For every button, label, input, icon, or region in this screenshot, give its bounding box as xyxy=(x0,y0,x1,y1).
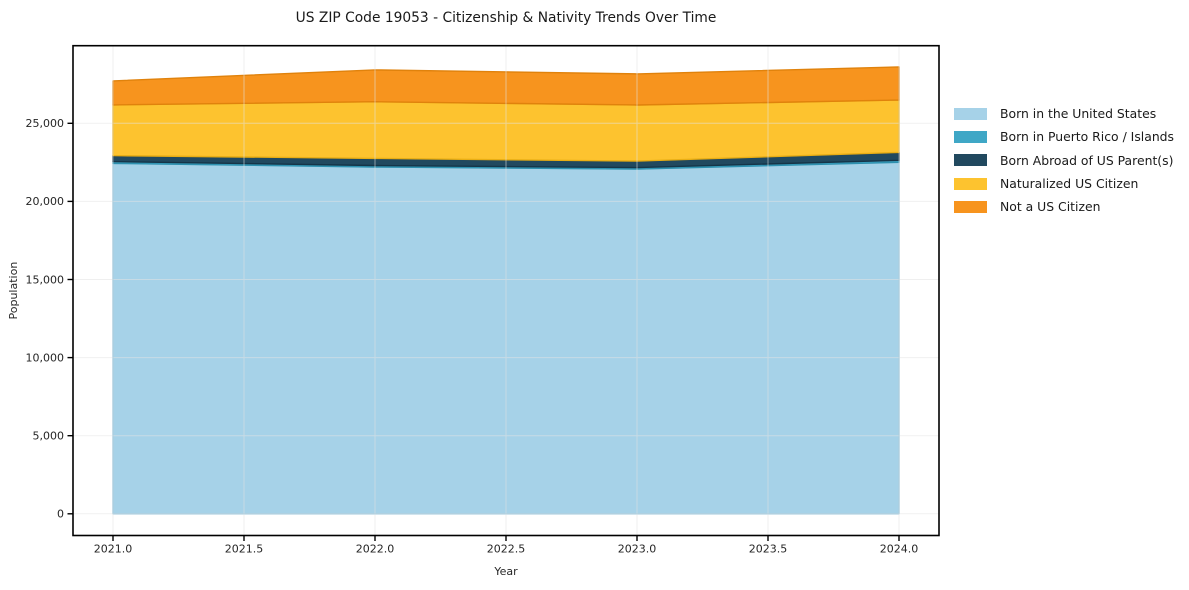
x-tick-label: 2022.5 xyxy=(487,543,526,556)
x-tick-label: 2024.0 xyxy=(880,543,919,556)
legend-swatch xyxy=(954,107,987,120)
x-axis-label: Year xyxy=(493,565,518,578)
legend-swatch xyxy=(954,154,987,167)
legend-swatch xyxy=(954,200,987,213)
legend: Born in the United States Born in Puerto … xyxy=(954,102,1174,218)
legend-item: Naturalized US Citizen xyxy=(954,172,1174,195)
legend-label: Naturalized US Citizen xyxy=(1000,176,1139,192)
gridlines xyxy=(73,45,939,536)
tick-marks xyxy=(67,122,900,541)
x-tick-label: 2022.0 xyxy=(356,543,395,556)
legend-item: Not a US Citizen xyxy=(954,195,1174,218)
legend-label: Born in the United States xyxy=(1000,106,1157,122)
legend-label: Born Abroad of US Parent(s) xyxy=(1000,152,1174,168)
y-tick-label: 10,000 xyxy=(26,351,65,364)
y-tick-label: 20,000 xyxy=(26,195,65,208)
x-tick-label: 2021.0 xyxy=(94,543,133,556)
chart-title: US ZIP Code 19053 - Citizenship & Nativi… xyxy=(295,10,717,26)
x-tick-label: 2023.0 xyxy=(618,543,657,556)
y-tick-label: 5,000 xyxy=(33,430,65,443)
legend-swatch xyxy=(954,130,987,143)
tick-labels: 2021.0 2021.5 2022.0 2022.5 2023.0 2023.5 2024… xyxy=(26,117,919,555)
legend-item: Born in Puerto Rico / Islands xyxy=(954,125,1174,148)
x-tick-label: 2021.5 xyxy=(225,543,264,556)
legend-swatch xyxy=(954,177,987,190)
legend-label: Born in Puerto Rico / Islands xyxy=(1000,129,1175,145)
legend-item: Born Abroad of US Parent(s) xyxy=(954,149,1174,172)
legend-label: Not a US Citizen xyxy=(1000,199,1101,215)
y-tick-label: 25,000 xyxy=(26,117,65,130)
legend-item: Born in the United States xyxy=(954,102,1174,125)
y-tick-label: 15,000 xyxy=(26,273,65,286)
x-tick-label: 2023.5 xyxy=(749,543,788,556)
y-tick-label: 0 xyxy=(57,508,64,521)
y-axis-label: Population xyxy=(7,262,20,320)
